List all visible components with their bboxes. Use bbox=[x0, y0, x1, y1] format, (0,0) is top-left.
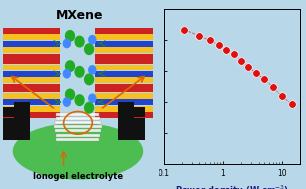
Bar bbox=[95, 34, 153, 40]
Circle shape bbox=[85, 74, 94, 85]
Bar bbox=[95, 112, 153, 118]
Bar bbox=[3, 58, 61, 64]
Bar bbox=[95, 93, 153, 99]
Circle shape bbox=[89, 94, 96, 102]
Circle shape bbox=[89, 66, 96, 74]
Bar bbox=[14, 102, 30, 140]
Bar bbox=[118, 102, 134, 140]
Bar bbox=[3, 47, 61, 53]
X-axis label: Power density (W cm$^{-3}$): Power density (W cm$^{-3}$) bbox=[175, 184, 289, 189]
Bar bbox=[3, 77, 61, 83]
Bar bbox=[134, 129, 145, 140]
Circle shape bbox=[75, 67, 84, 77]
Bar bbox=[3, 87, 61, 92]
Bar bbox=[134, 107, 145, 117]
Circle shape bbox=[65, 89, 74, 100]
Bar bbox=[3, 84, 61, 90]
Circle shape bbox=[63, 70, 70, 78]
Bar bbox=[56, 117, 100, 120]
Circle shape bbox=[65, 61, 74, 71]
Bar bbox=[134, 118, 145, 129]
Circle shape bbox=[63, 98, 70, 106]
Circle shape bbox=[75, 95, 84, 105]
Circle shape bbox=[63, 39, 70, 48]
Bar bbox=[57, 113, 99, 116]
Bar bbox=[3, 129, 14, 140]
Bar bbox=[54, 125, 102, 128]
Circle shape bbox=[85, 44, 94, 54]
Bar bbox=[95, 84, 153, 90]
Bar bbox=[55, 121, 101, 124]
Bar bbox=[95, 77, 153, 83]
Bar bbox=[56, 134, 100, 137]
Bar bbox=[95, 28, 153, 34]
Bar bbox=[3, 107, 14, 117]
Bar bbox=[95, 71, 153, 77]
Bar bbox=[95, 65, 153, 70]
Bar bbox=[3, 71, 61, 77]
Circle shape bbox=[65, 31, 74, 41]
Bar bbox=[3, 106, 61, 112]
Bar bbox=[95, 106, 153, 112]
Bar bbox=[3, 54, 61, 60]
Ellipse shape bbox=[13, 123, 143, 180]
Text: MXene: MXene bbox=[56, 9, 103, 22]
Bar bbox=[3, 65, 61, 70]
Circle shape bbox=[89, 36, 96, 44]
Bar bbox=[3, 118, 14, 129]
Bar bbox=[55, 129, 101, 132]
Text: Ionogel electrolyte: Ionogel electrolyte bbox=[33, 172, 123, 181]
Bar bbox=[3, 34, 61, 40]
Bar bbox=[3, 41, 61, 47]
Bar bbox=[95, 54, 153, 60]
Bar bbox=[57, 138, 99, 141]
Bar bbox=[95, 58, 153, 64]
Bar bbox=[3, 28, 61, 34]
Circle shape bbox=[75, 36, 84, 47]
Circle shape bbox=[85, 102, 94, 113]
Bar bbox=[95, 41, 153, 47]
Bar bbox=[3, 112, 61, 118]
Y-axis label: Energy density (mWh cm$^{-3}$): Energy density (mWh cm$^{-3}$) bbox=[129, 27, 144, 147]
Bar bbox=[3, 99, 61, 105]
Bar bbox=[95, 87, 153, 92]
Bar bbox=[95, 99, 153, 105]
Bar bbox=[95, 47, 153, 53]
Bar bbox=[3, 93, 61, 99]
